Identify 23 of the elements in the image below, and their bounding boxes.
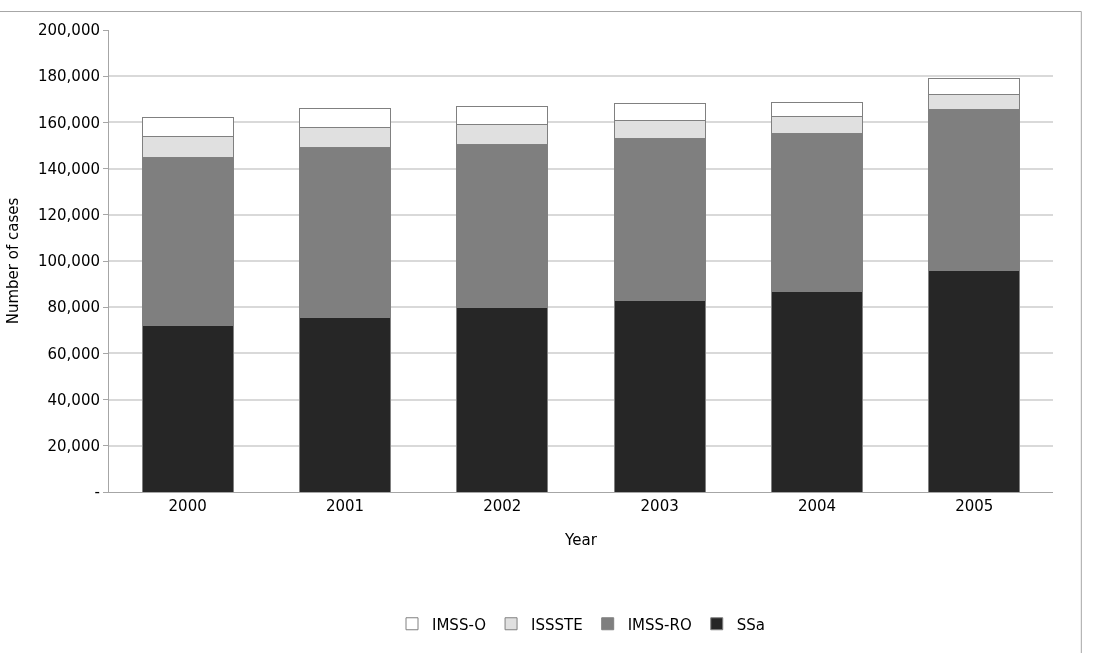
legend-label: IMSS-O [432,615,487,634]
y-tick-label: 120,000 [37,206,100,225]
x-tick-label: 2003 [640,497,679,515]
x-tick-label: 2001 [325,497,365,515]
y-tick-label: 100,000 [37,252,100,271]
legend-label: ISSSTE [531,615,583,634]
x-axis-title: Year [564,531,598,549]
y-axis-title: Number of cases [4,197,23,325]
y-tick-label: 60,000 [47,344,100,363]
y-tick-label: 160,000 [37,113,100,132]
legend-label: SSa [736,615,765,634]
y-tick-label: 40,000 [47,390,100,409]
legend-label: IMSS-RO [627,615,692,634]
y-tick-label: - [94,483,100,502]
x-tick-label: 2000 [168,497,207,515]
x-tick-label: 2004 [797,497,837,515]
y-tick-label: 80,000 [47,298,100,317]
y-tick-label: 140,000 [37,159,100,178]
y-tick-label: 20,000 [47,437,100,456]
y-tick-label: 180,000 [37,67,100,86]
x-tick-label: 2002 [483,497,522,515]
y-tick-label: 200,000 [37,21,100,40]
x-tick-label: 2005 [955,497,994,515]
